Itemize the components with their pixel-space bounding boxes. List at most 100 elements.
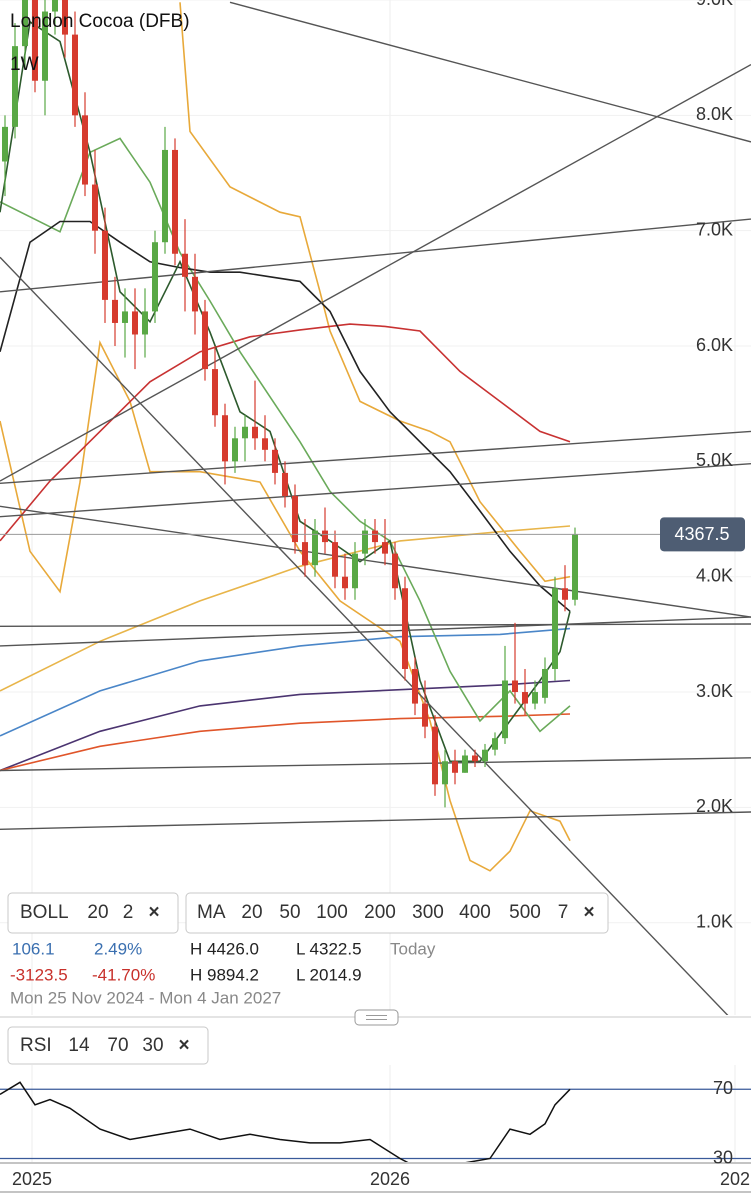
trendline xyxy=(0,616,751,647)
chart-title: London Cocoa (DFB) xyxy=(10,11,190,32)
ma-period: 100 xyxy=(316,902,348,923)
stat: -3123.5 xyxy=(10,965,68,984)
y-tick-label: 1.0K xyxy=(696,911,733,931)
last-price-label: 4367.5 xyxy=(674,524,729,544)
candle-body xyxy=(282,472,288,496)
y-tick-label: 2.0K xyxy=(696,796,733,816)
y-tick-label: 6.0K xyxy=(696,335,733,355)
candle-body xyxy=(312,530,318,566)
candle-body xyxy=(12,46,18,127)
candle-body xyxy=(142,311,148,335)
ma-box[interactable] xyxy=(185,892,609,934)
candle-body xyxy=(92,184,98,231)
candle-body xyxy=(322,530,328,543)
stat: Today xyxy=(390,939,436,958)
ma-period: 50 xyxy=(279,902,300,923)
candle-body xyxy=(482,749,488,762)
trendline xyxy=(0,218,751,293)
candle-body xyxy=(472,755,478,762)
rsi-box[interactable] xyxy=(7,1026,209,1065)
candle-body xyxy=(272,449,278,473)
candle-body xyxy=(512,680,518,693)
trendline xyxy=(0,63,751,482)
candle-body xyxy=(32,0,38,81)
candle-body xyxy=(302,542,308,566)
rsi-param: 30 xyxy=(142,1035,163,1056)
indicator-line xyxy=(0,20,571,763)
candle-body xyxy=(292,495,298,543)
candle-body xyxy=(132,311,138,335)
rsi-label: RSI xyxy=(20,1035,52,1056)
candle-body xyxy=(412,668,418,704)
candle-body xyxy=(552,588,558,669)
candle-body xyxy=(492,738,498,750)
close-button[interactable]: × xyxy=(178,1035,189,1056)
candle-body xyxy=(102,230,108,300)
candle-body xyxy=(432,726,438,785)
ma-period: 400 xyxy=(459,902,491,923)
interval: 1W xyxy=(10,54,39,75)
candle-body xyxy=(122,311,128,323)
candle-body xyxy=(232,438,238,462)
candle-body xyxy=(342,576,348,589)
stat: 2.49% xyxy=(94,939,142,958)
candle-body xyxy=(212,369,218,416)
stat: L 2014.9 xyxy=(296,965,362,984)
boll-param: 2 xyxy=(123,902,134,923)
last-price-box xyxy=(660,517,745,552)
trendline xyxy=(229,1,751,143)
candle-body xyxy=(382,542,388,554)
rsi-plot xyxy=(0,1065,751,1162)
candle-body xyxy=(392,553,398,589)
stat: H 4426.0 xyxy=(190,939,259,958)
candle-body xyxy=(572,534,578,600)
candle-body xyxy=(202,311,208,370)
boll-param: 20 xyxy=(87,902,108,923)
trendline xyxy=(0,505,751,618)
indicator-line xyxy=(179,2,571,583)
stat: 106.1 xyxy=(12,939,55,958)
boll-label: BOLL xyxy=(20,902,69,923)
stat: -41.70% xyxy=(92,965,155,984)
ma-label: MA xyxy=(197,902,226,923)
ma-period: 7 xyxy=(558,902,569,923)
indicator-line xyxy=(0,220,571,612)
indicator-line xyxy=(0,137,571,733)
candle-body xyxy=(372,530,378,543)
trendline xyxy=(0,430,751,484)
candle-body xyxy=(252,426,258,439)
candle-body xyxy=(152,242,158,312)
indicator-line xyxy=(0,627,571,737)
candle-body xyxy=(522,692,528,704)
close-button[interactable]: × xyxy=(583,902,594,923)
period: Mon 25 Nov 2024 - Mon 4 Jan 2027 xyxy=(10,988,281,1007)
candle-body xyxy=(362,530,368,554)
close-button[interactable]: × xyxy=(148,902,159,923)
candle-body xyxy=(62,0,68,35)
x-tick-label: 2026 xyxy=(370,1169,410,1189)
rsi-param: 14 xyxy=(68,1035,90,1056)
candle-body xyxy=(172,149,178,254)
candle-body xyxy=(352,553,358,589)
candle-body xyxy=(22,0,28,47)
ma-period: 500 xyxy=(509,902,541,923)
candle-body xyxy=(112,299,118,323)
candle-body xyxy=(422,703,428,727)
indicator-line xyxy=(0,713,571,772)
resize-handle[interactable] xyxy=(354,1009,399,1026)
indicator-line xyxy=(0,525,571,692)
candle-body xyxy=(532,692,538,704)
boll-box[interactable] xyxy=(7,892,179,934)
candle-body xyxy=(542,668,548,698)
candle-body xyxy=(402,588,408,669)
trendline xyxy=(0,463,751,518)
y-tick-label: 8.0K xyxy=(696,104,733,124)
trendline xyxy=(0,811,751,830)
candle-body xyxy=(192,276,198,312)
indicator-line xyxy=(0,679,571,772)
candle-body xyxy=(52,0,58,12)
x-tick-label: 202 xyxy=(720,1169,750,1189)
